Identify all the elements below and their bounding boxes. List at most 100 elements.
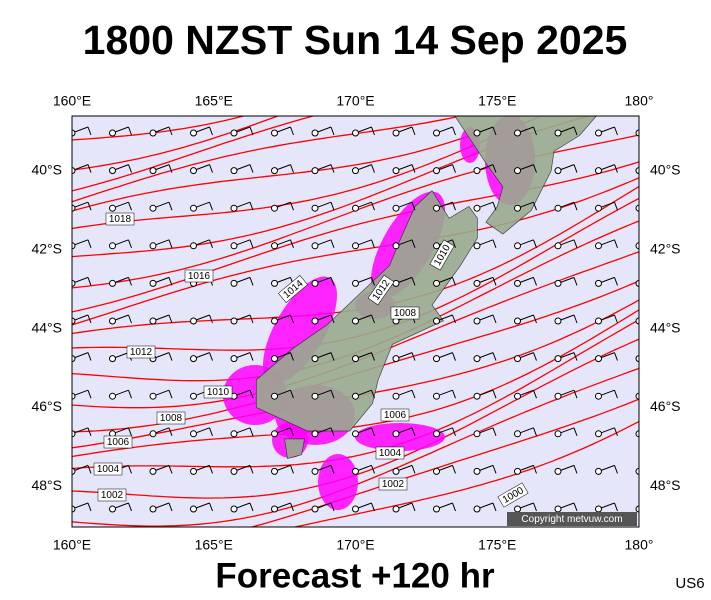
wind-barb <box>533 314 537 324</box>
isobar <box>72 116 543 230</box>
lon-label-top: 180° <box>625 93 654 109</box>
wind-barb <box>168 352 173 361</box>
station <box>72 279 76 287</box>
wind-barb <box>371 202 375 211</box>
wind-barb <box>534 541 537 549</box>
wind-barb <box>614 202 618 211</box>
isobar-label-box <box>184 269 214 283</box>
wind-barb <box>411 502 416 512</box>
station <box>149 279 157 287</box>
wind-barb <box>492 465 497 474</box>
station <box>433 467 440 475</box>
station <box>149 430 157 438</box>
isobar-label-group: 1008 <box>156 411 186 425</box>
wind-barb <box>452 277 456 286</box>
wind-barb <box>330 202 335 211</box>
land <box>284 438 305 460</box>
station <box>352 204 359 212</box>
station <box>230 467 238 475</box>
station <box>312 544 318 550</box>
station <box>109 505 116 513</box>
station <box>554 505 562 513</box>
wind-barb <box>492 239 497 248</box>
isobar-label-box <box>97 488 127 502</box>
station <box>190 317 197 325</box>
wind-barb <box>129 541 132 549</box>
wind-barb <box>533 502 537 512</box>
wind-barb <box>87 277 92 286</box>
wind-barb <box>330 164 335 173</box>
wind-barb <box>168 202 173 211</box>
station <box>311 467 319 475</box>
lon-label-top: 170°E <box>336 93 374 109</box>
isobar-label-box <box>367 274 395 306</box>
station <box>514 467 521 475</box>
wind-barb <box>209 314 213 324</box>
wind-barb <box>87 239 92 248</box>
wind-barb <box>290 465 294 474</box>
station <box>149 317 157 325</box>
station <box>352 317 359 325</box>
wind-barb <box>492 390 497 399</box>
station <box>514 167 521 175</box>
wind-barb <box>128 502 132 512</box>
wind-barb <box>492 502 497 512</box>
wind-barb <box>452 427 456 436</box>
station <box>352 505 359 513</box>
station <box>635 279 639 287</box>
station <box>72 317 76 325</box>
isobar-label-box <box>278 275 308 303</box>
wind-barb <box>128 239 132 248</box>
wind-barb <box>371 427 375 436</box>
wind-barb <box>599 541 615 547</box>
wind-barb <box>209 502 213 512</box>
wind-barb <box>87 390 92 399</box>
station <box>271 467 278 475</box>
wind-barb <box>87 314 92 324</box>
isobar-label-box <box>390 306 420 320</box>
lon-label-top: 165°E <box>195 93 233 109</box>
copyright-box <box>507 512 637 526</box>
station <box>352 279 359 287</box>
wind-barb <box>290 352 294 361</box>
wind-barb <box>411 202 416 211</box>
station <box>311 242 319 250</box>
wind-barb <box>371 239 375 248</box>
wind-barb <box>638 132 639 133</box>
code: US6 <box>675 575 704 592</box>
lat-label-right: 46°S <box>650 398 681 414</box>
wind-barb <box>168 465 173 474</box>
station <box>473 129 481 137</box>
wind-barb <box>330 465 335 474</box>
wind-barb <box>168 390 173 399</box>
wind-barb <box>573 164 578 173</box>
station <box>554 279 562 287</box>
wind-barb <box>492 427 497 436</box>
wind-barb <box>249 502 254 512</box>
station <box>514 355 521 363</box>
wind-barb <box>452 314 456 324</box>
station <box>271 317 278 325</box>
wind-barb <box>128 126 132 136</box>
station <box>433 430 440 438</box>
isobar <box>72 116 280 171</box>
wind-barb <box>168 502 173 512</box>
station <box>392 430 400 438</box>
isobar-label-box <box>378 477 408 491</box>
wind-barb <box>614 390 618 399</box>
wind-barb <box>371 314 375 324</box>
wind-barb <box>209 352 213 361</box>
station <box>635 317 639 325</box>
station <box>514 392 521 400</box>
wind-barb <box>249 277 254 286</box>
station <box>392 167 400 175</box>
station <box>635 167 639 175</box>
station <box>230 430 238 438</box>
station <box>311 355 319 363</box>
station <box>473 279 481 287</box>
station <box>109 242 116 250</box>
wind-barb <box>638 470 639 472</box>
wind-barb <box>371 465 375 474</box>
station <box>554 129 562 137</box>
